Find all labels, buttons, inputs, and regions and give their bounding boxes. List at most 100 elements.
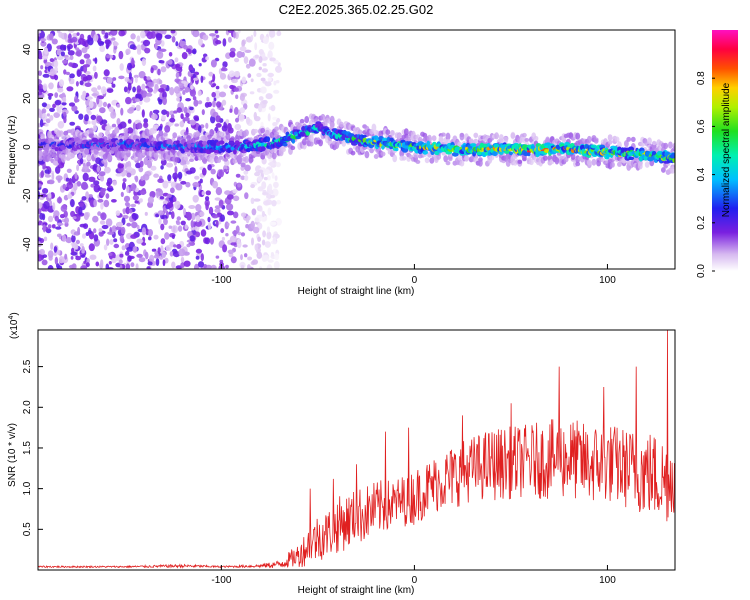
noise-cell [99, 45, 106, 53]
noise-cell [133, 74, 139, 79]
noise-cell [261, 239, 266, 246]
noise-cell [215, 255, 220, 259]
ridge-cell [60, 144, 67, 150]
noise-cell [111, 83, 116, 88]
noise-cell [124, 201, 130, 207]
noise-cell [214, 208, 221, 213]
noise-cell [267, 113, 271, 122]
noise-cell [190, 212, 196, 221]
noise-cell [141, 227, 147, 236]
ridge-halo-cell [661, 167, 666, 173]
ridge-halo-cell [253, 128, 259, 134]
ridge-halo-cell [63, 130, 69, 136]
noise-cell [53, 59, 59, 68]
spectrogram-heatmap [38, 30, 675, 269]
noise-cell [158, 98, 163, 105]
ridge-halo-cell [591, 158, 597, 166]
noise-cell [96, 165, 101, 173]
noise-cell [174, 200, 181, 210]
noise-cell [125, 48, 131, 55]
noise-cell [93, 234, 99, 242]
noise-cell [184, 86, 191, 93]
noise-cell [258, 205, 263, 212]
noise-cell [194, 220, 203, 227]
noise-cell [197, 90, 202, 97]
noise-cell [56, 55, 64, 61]
noise-cell [47, 215, 54, 223]
ridge-halo-cell [575, 132, 581, 140]
ridge-halo-cell [392, 154, 398, 163]
spectrogram-y-tick-label: 0 [22, 144, 33, 150]
ridge-halo-cell [248, 156, 254, 163]
noise-cell [39, 118, 44, 128]
noise-cell [227, 210, 234, 216]
noise-cell [81, 47, 88, 54]
noise-cell [168, 52, 173, 57]
spectrogram-x-tick-label: 100 [599, 275, 616, 286]
noise-cell [68, 102, 76, 107]
noise-cell [49, 115, 54, 121]
noise-cell [177, 225, 183, 232]
noise-cell [86, 258, 90, 264]
noise-cell [164, 257, 169, 264]
noise-cell [42, 55, 48, 60]
noise-cell [166, 201, 174, 208]
noise-cell [221, 236, 225, 241]
noise-cell [269, 30, 276, 38]
noise-cell [136, 253, 143, 258]
noise-cell [189, 235, 196, 242]
noise-cell [58, 196, 62, 204]
noise-cell [46, 113, 51, 117]
ridge-cell [394, 147, 399, 152]
noise-cell [214, 205, 221, 210]
noise-cell [195, 255, 200, 260]
noise-cell [200, 75, 204, 84]
noise-cell [57, 87, 64, 93]
noise-cell [143, 118, 148, 124]
noise-cell [100, 212, 107, 221]
noise-cell [52, 103, 56, 109]
noise-cell [112, 227, 116, 232]
noise-cell [253, 116, 261, 122]
noise-cell [134, 175, 139, 183]
noise-cell [204, 237, 211, 245]
noise-cell [205, 122, 209, 129]
snr-y-tick-label: 1.0 [22, 481, 33, 495]
noise-cell [71, 234, 76, 243]
noise-cell [203, 264, 207, 269]
noise-cell [206, 96, 210, 102]
noise-cell [106, 238, 110, 246]
noise-cell [233, 211, 239, 219]
noise-cell [226, 203, 234, 211]
noise-cell [143, 76, 148, 81]
noise-cell [120, 191, 124, 197]
ridge-halo-cell [123, 132, 129, 140]
ridge-halo-cell [644, 161, 650, 168]
noise-cell [38, 190, 41, 200]
noise-cell [71, 36, 78, 43]
noise-cell [219, 72, 227, 80]
noise-cell [64, 32, 67, 40]
noise-cell [269, 57, 276, 62]
noise-cell [104, 32, 109, 39]
noise-cell [79, 59, 85, 65]
noise-cell [192, 30, 200, 38]
noise-cell [63, 69, 67, 75]
noise-cell [215, 220, 219, 228]
noise-cell [260, 77, 266, 82]
noise-cell [157, 210, 164, 216]
noise-cell [55, 166, 61, 174]
noise-cell [41, 259, 48, 266]
noise-cell [256, 72, 262, 78]
ridge-halo-cell [304, 116, 310, 124]
ridge-halo-cell [163, 132, 168, 137]
snr-y-multiplier-exp: 4 [8, 316, 15, 320]
noise-cell [239, 107, 246, 114]
noise-cell [125, 166, 133, 172]
noise-cell [48, 82, 54, 90]
noise-cell [240, 175, 246, 181]
noise-cell [80, 254, 86, 258]
noise-cell [103, 69, 110, 77]
spectrogram-x-tick-label: -100 [211, 275, 231, 286]
noise-cell [91, 119, 97, 126]
